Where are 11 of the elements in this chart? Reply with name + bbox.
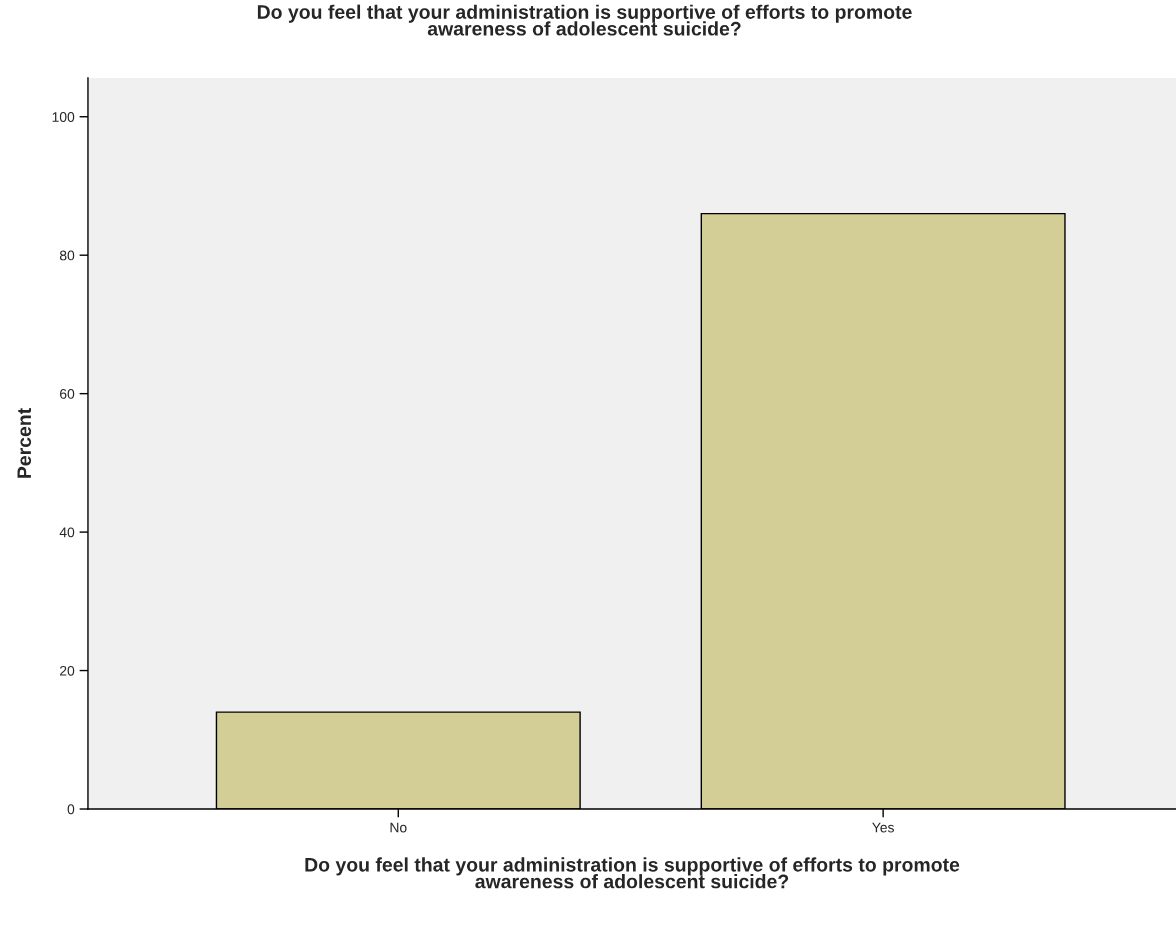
y-axis-title: Percent	[17, 408, 32, 478]
y-tick-label: 20	[60, 665, 75, 676]
y-tick-label: 40	[59, 527, 75, 538]
x-axis-title: Do you feel that your administration is supportive of efforts to promote awareness of adolescent suicide?	[305, 857, 960, 889]
chart-title: Do you feel that your administration is supportive of efforts to promote awareness of adolescent suicide?	[257, 4, 912, 36]
y-tick-label: 100	[52, 112, 75, 122]
y-tick-label: 0	[67, 804, 75, 815]
y-tick-label: 80	[59, 250, 75, 261]
x-tick-label: No	[390, 822, 407, 833]
y-tick-label: 60	[60, 388, 75, 399]
x-tick-label: Yes	[872, 822, 894, 833]
